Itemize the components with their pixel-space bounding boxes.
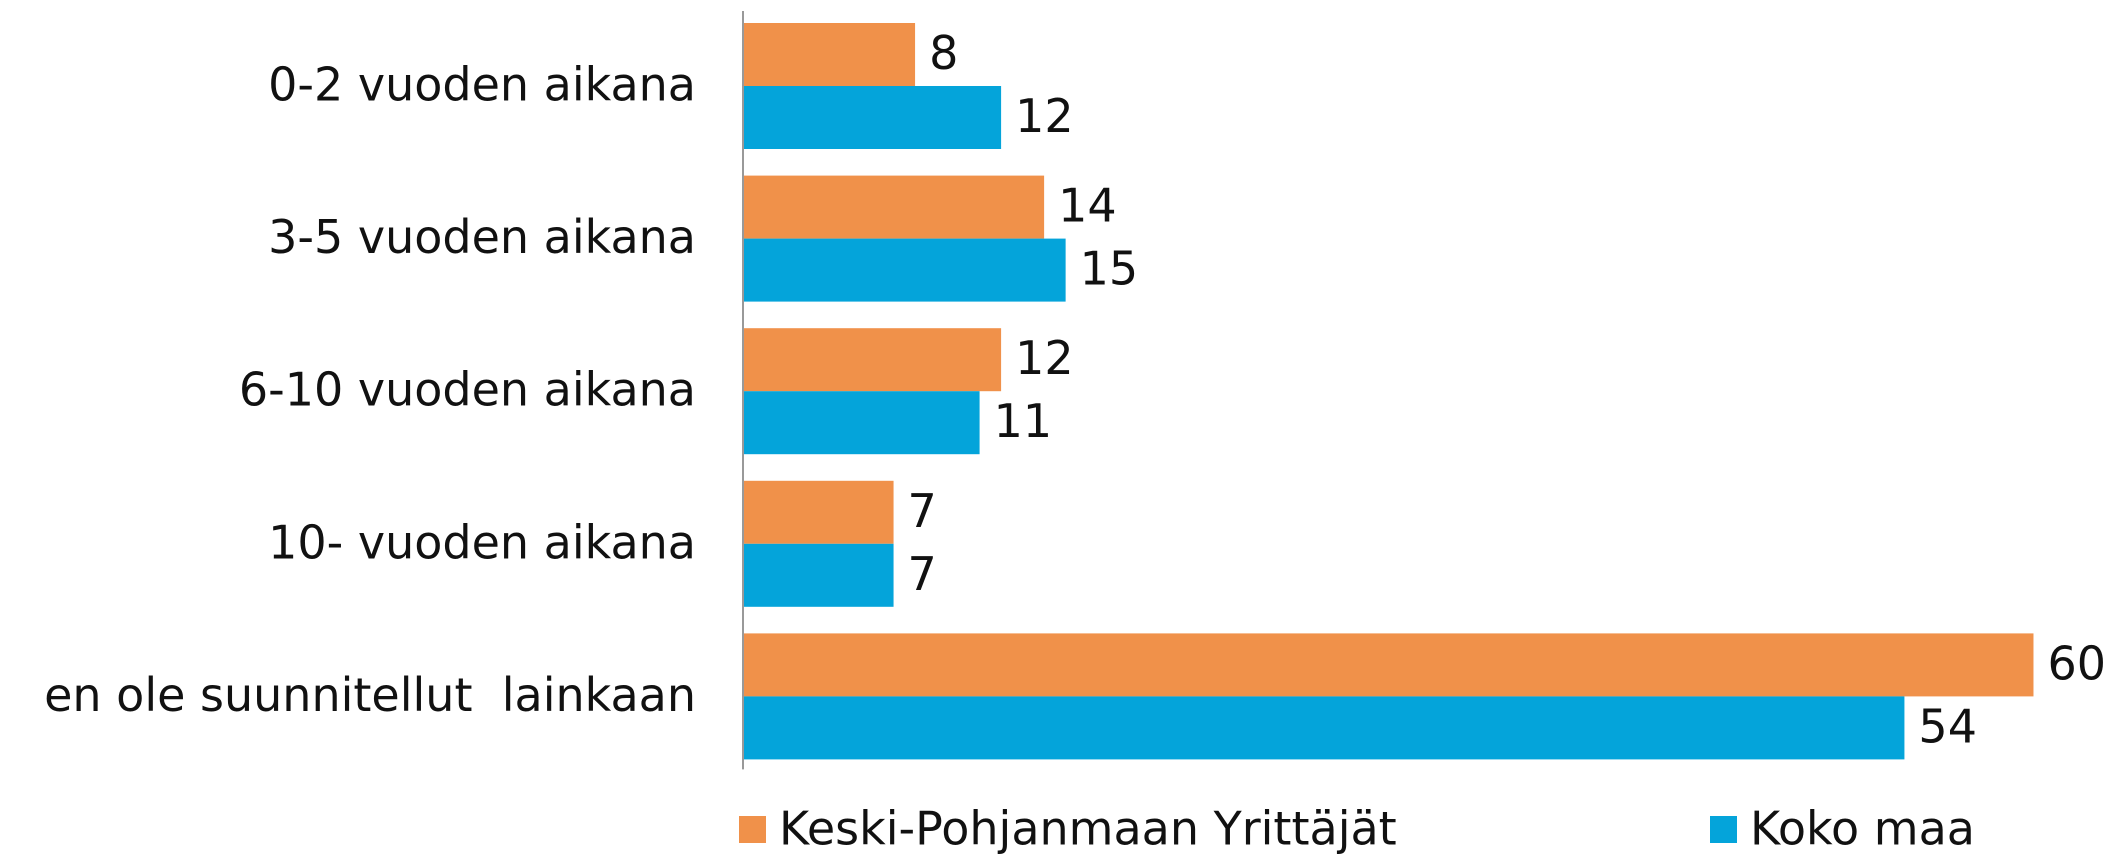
value-label: 14 [1058, 179, 1117, 233]
bar [743, 86, 1002, 149]
value-label: 8 [929, 26, 958, 80]
bar [743, 23, 916, 86]
bar [743, 328, 1002, 392]
bar [743, 696, 1905, 760]
category-label: en ole suunnitellut lainkaan [44, 668, 696, 722]
value-label: 7 [908, 484, 937, 538]
value-label: 60 [2047, 636, 2106, 690]
bar [743, 175, 1045, 239]
value-label: 15 [1080, 242, 1139, 296]
bar [743, 238, 1066, 302]
legend-label: Keski-Pohjanmaan Yrittäjät [779, 802, 1397, 856]
category-label: 10- vuoden aikana [268, 515, 696, 569]
value-label: 54 [1918, 699, 1977, 753]
bar [743, 543, 894, 607]
value-label: 11 [994, 394, 1053, 448]
bar [743, 633, 2034, 697]
bar [743, 480, 894, 544]
category-label: 3-5 vuoden aikana [268, 210, 696, 264]
value-label: 12 [1015, 331, 1074, 385]
category-label: 0-2 vuoden aikana [268, 58, 696, 112]
legend-swatch [1710, 816, 1737, 843]
bar [743, 391, 980, 455]
value-label: 7 [908, 547, 937, 601]
legend-label: Koko maa [1750, 802, 1975, 856]
value-label: 12 [1015, 89, 1074, 143]
category-label: 6-10 vuoden aikana [239, 363, 696, 417]
legend-swatch [739, 816, 766, 843]
